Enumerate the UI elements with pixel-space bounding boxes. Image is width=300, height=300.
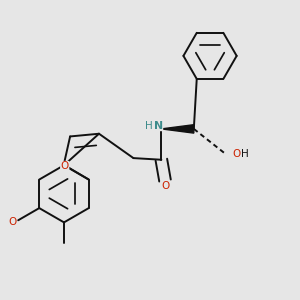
Text: O: O	[8, 217, 16, 227]
Text: H: H	[241, 149, 249, 159]
Text: O: O	[233, 149, 241, 159]
Text: H: H	[145, 121, 153, 131]
Polygon shape	[161, 125, 194, 133]
Text: O: O	[161, 182, 169, 191]
Text: N: N	[154, 121, 163, 131]
Text: O: O	[61, 161, 69, 171]
